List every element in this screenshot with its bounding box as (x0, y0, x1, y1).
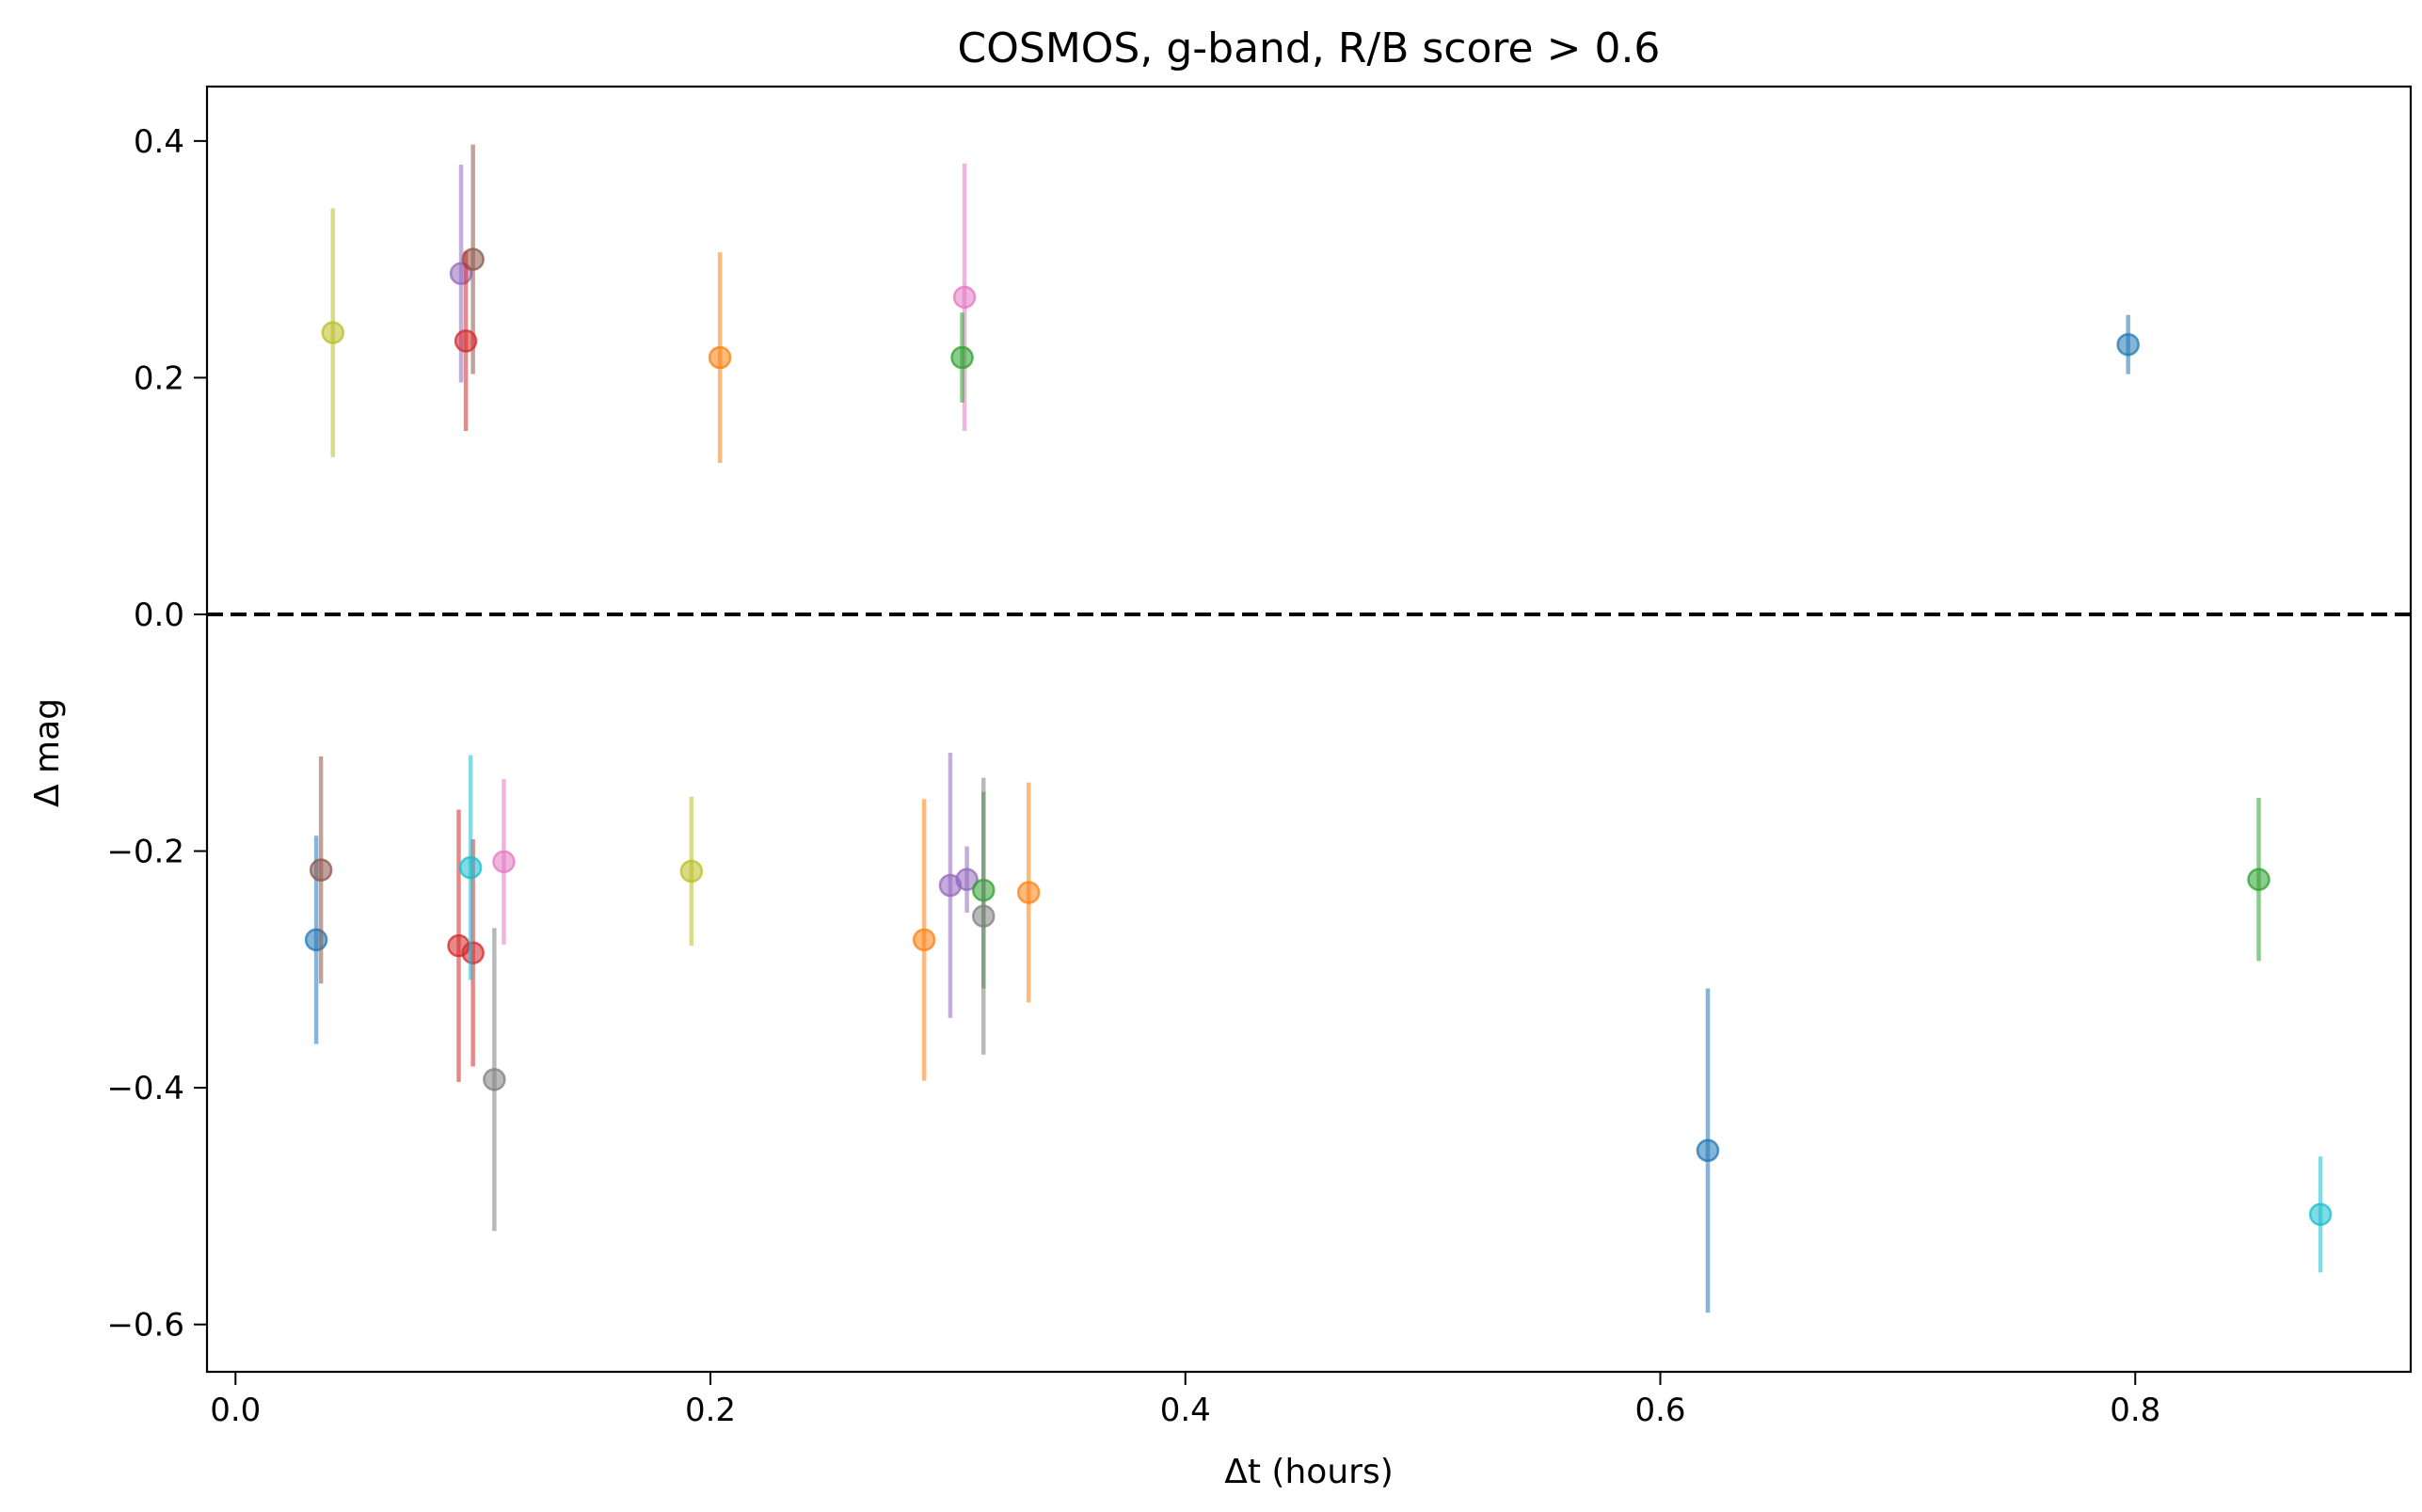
data-point (454, 329, 478, 353)
x-tick-label: 0.0 (210, 1392, 261, 1429)
data-point (950, 345, 974, 370)
y-tick-label: −0.2 (106, 834, 184, 871)
data-point (912, 928, 936, 952)
x-tick-label: 0.8 (2110, 1392, 2160, 1429)
data-point (708, 345, 732, 370)
data-marks (304, 144, 2333, 1313)
data-point (955, 867, 979, 891)
data-point (1696, 1138, 1720, 1163)
y-tick-label: 0.2 (134, 359, 184, 397)
y-tick-label: 0.0 (134, 597, 184, 634)
x-tick-label: 0.2 (685, 1392, 736, 1429)
data-point (2308, 1202, 2333, 1226)
data-point (483, 1068, 506, 1091)
y-tick-label: 0.4 (134, 123, 184, 161)
data-point (2247, 867, 2271, 891)
data-point (492, 850, 516, 874)
data-point (2116, 332, 2140, 357)
x-tick-label: 0.4 (1160, 1392, 1211, 1429)
data-point (309, 858, 333, 882)
y-tick-label: −0.6 (106, 1307, 184, 1345)
axis-ticks: 0.0 0.2 0.4 0.6 0.8 0.4 0.2 0.0 −0.2 −0.4 −0.6 (106, 123, 2160, 1429)
x-tick-label: 0.6 (1634, 1392, 1685, 1429)
data-point (321, 321, 345, 344)
data-point (461, 941, 485, 964)
data-point (972, 904, 996, 928)
data-point (458, 855, 483, 880)
y-tick-label: −0.4 (106, 1070, 184, 1107)
plot-frame (205, 85, 2413, 1374)
y-axis-label: Δ mag (28, 698, 67, 807)
data-point (1016, 881, 1041, 904)
data-point (304, 928, 328, 952)
data-point (679, 859, 704, 883)
data-point (952, 285, 977, 310)
chart-title: COSMOS, g-band, R/B score > 0.6 (958, 24, 1661, 72)
x-axis-label: Δt (hours) (1224, 1453, 1394, 1491)
